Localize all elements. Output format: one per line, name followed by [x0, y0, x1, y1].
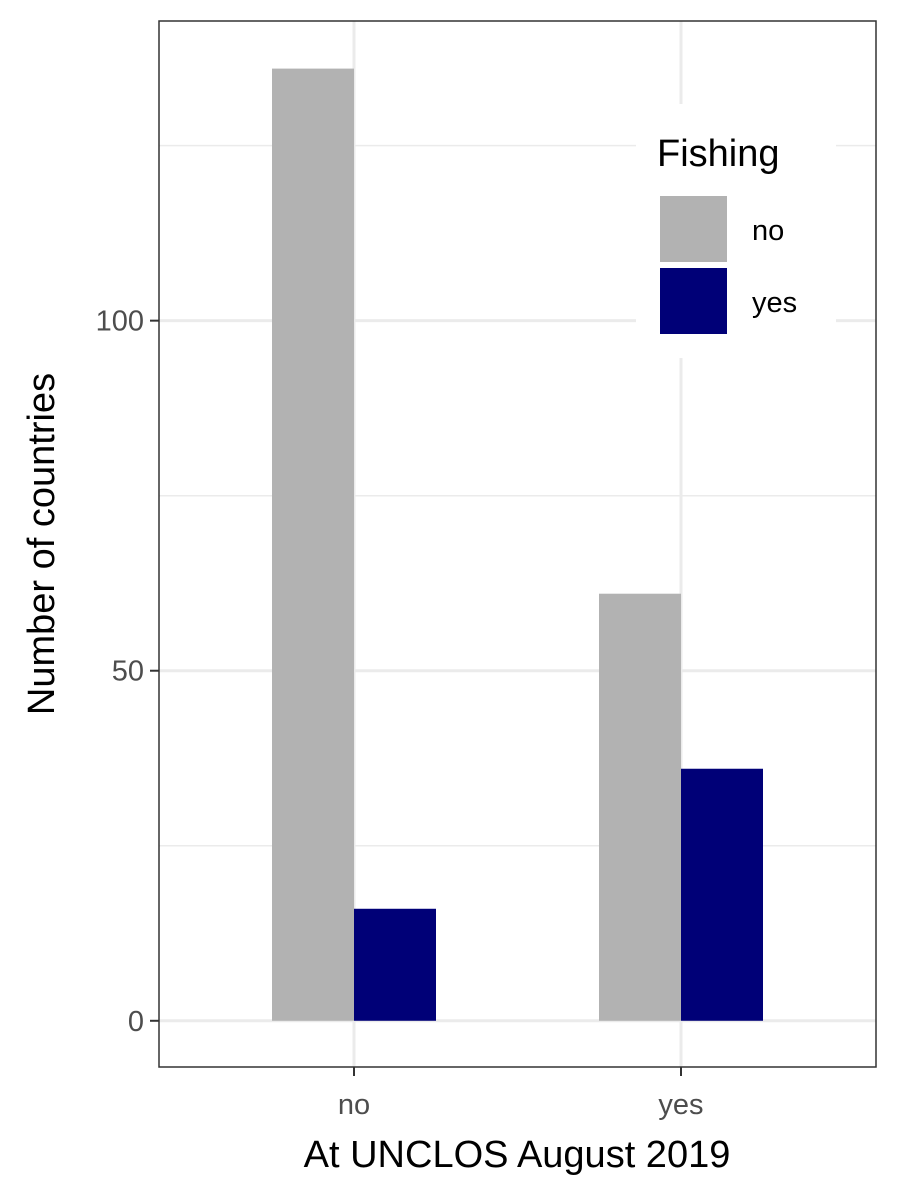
panel-border	[158, 20, 877, 1068]
bar-yes-fishing-no	[599, 593, 681, 1021]
x-tick-label: yes	[658, 1089, 703, 1121]
legend-key-no	[660, 196, 727, 262]
x-axis: no yes	[338, 1067, 704, 1121]
legend-title: Fishing	[657, 133, 780, 175]
x-tick-label: no	[338, 1089, 370, 1121]
legend-label-no: no	[752, 215, 784, 247]
x-axis-title: At UNCLOS August 2019	[304, 1134, 731, 1176]
legend: Fishing no yes	[636, 104, 836, 358]
bars	[272, 68, 763, 1021]
legend-label-yes: yes	[752, 287, 797, 319]
bar-no-fishing-no	[272, 68, 354, 1021]
y-axis: 0 50 100	[96, 306, 159, 1038]
bar-yes-fishing-yes	[681, 768, 763, 1021]
legend-key-yes	[660, 268, 727, 334]
y-axis-title: Number of countries	[21, 373, 63, 715]
bar-no-fishing-yes	[354, 908, 436, 1021]
y-tick-label: 0	[128, 1006, 144, 1038]
y-tick-label: 50	[112, 656, 144, 688]
y-tick-label: 100	[96, 306, 144, 338]
